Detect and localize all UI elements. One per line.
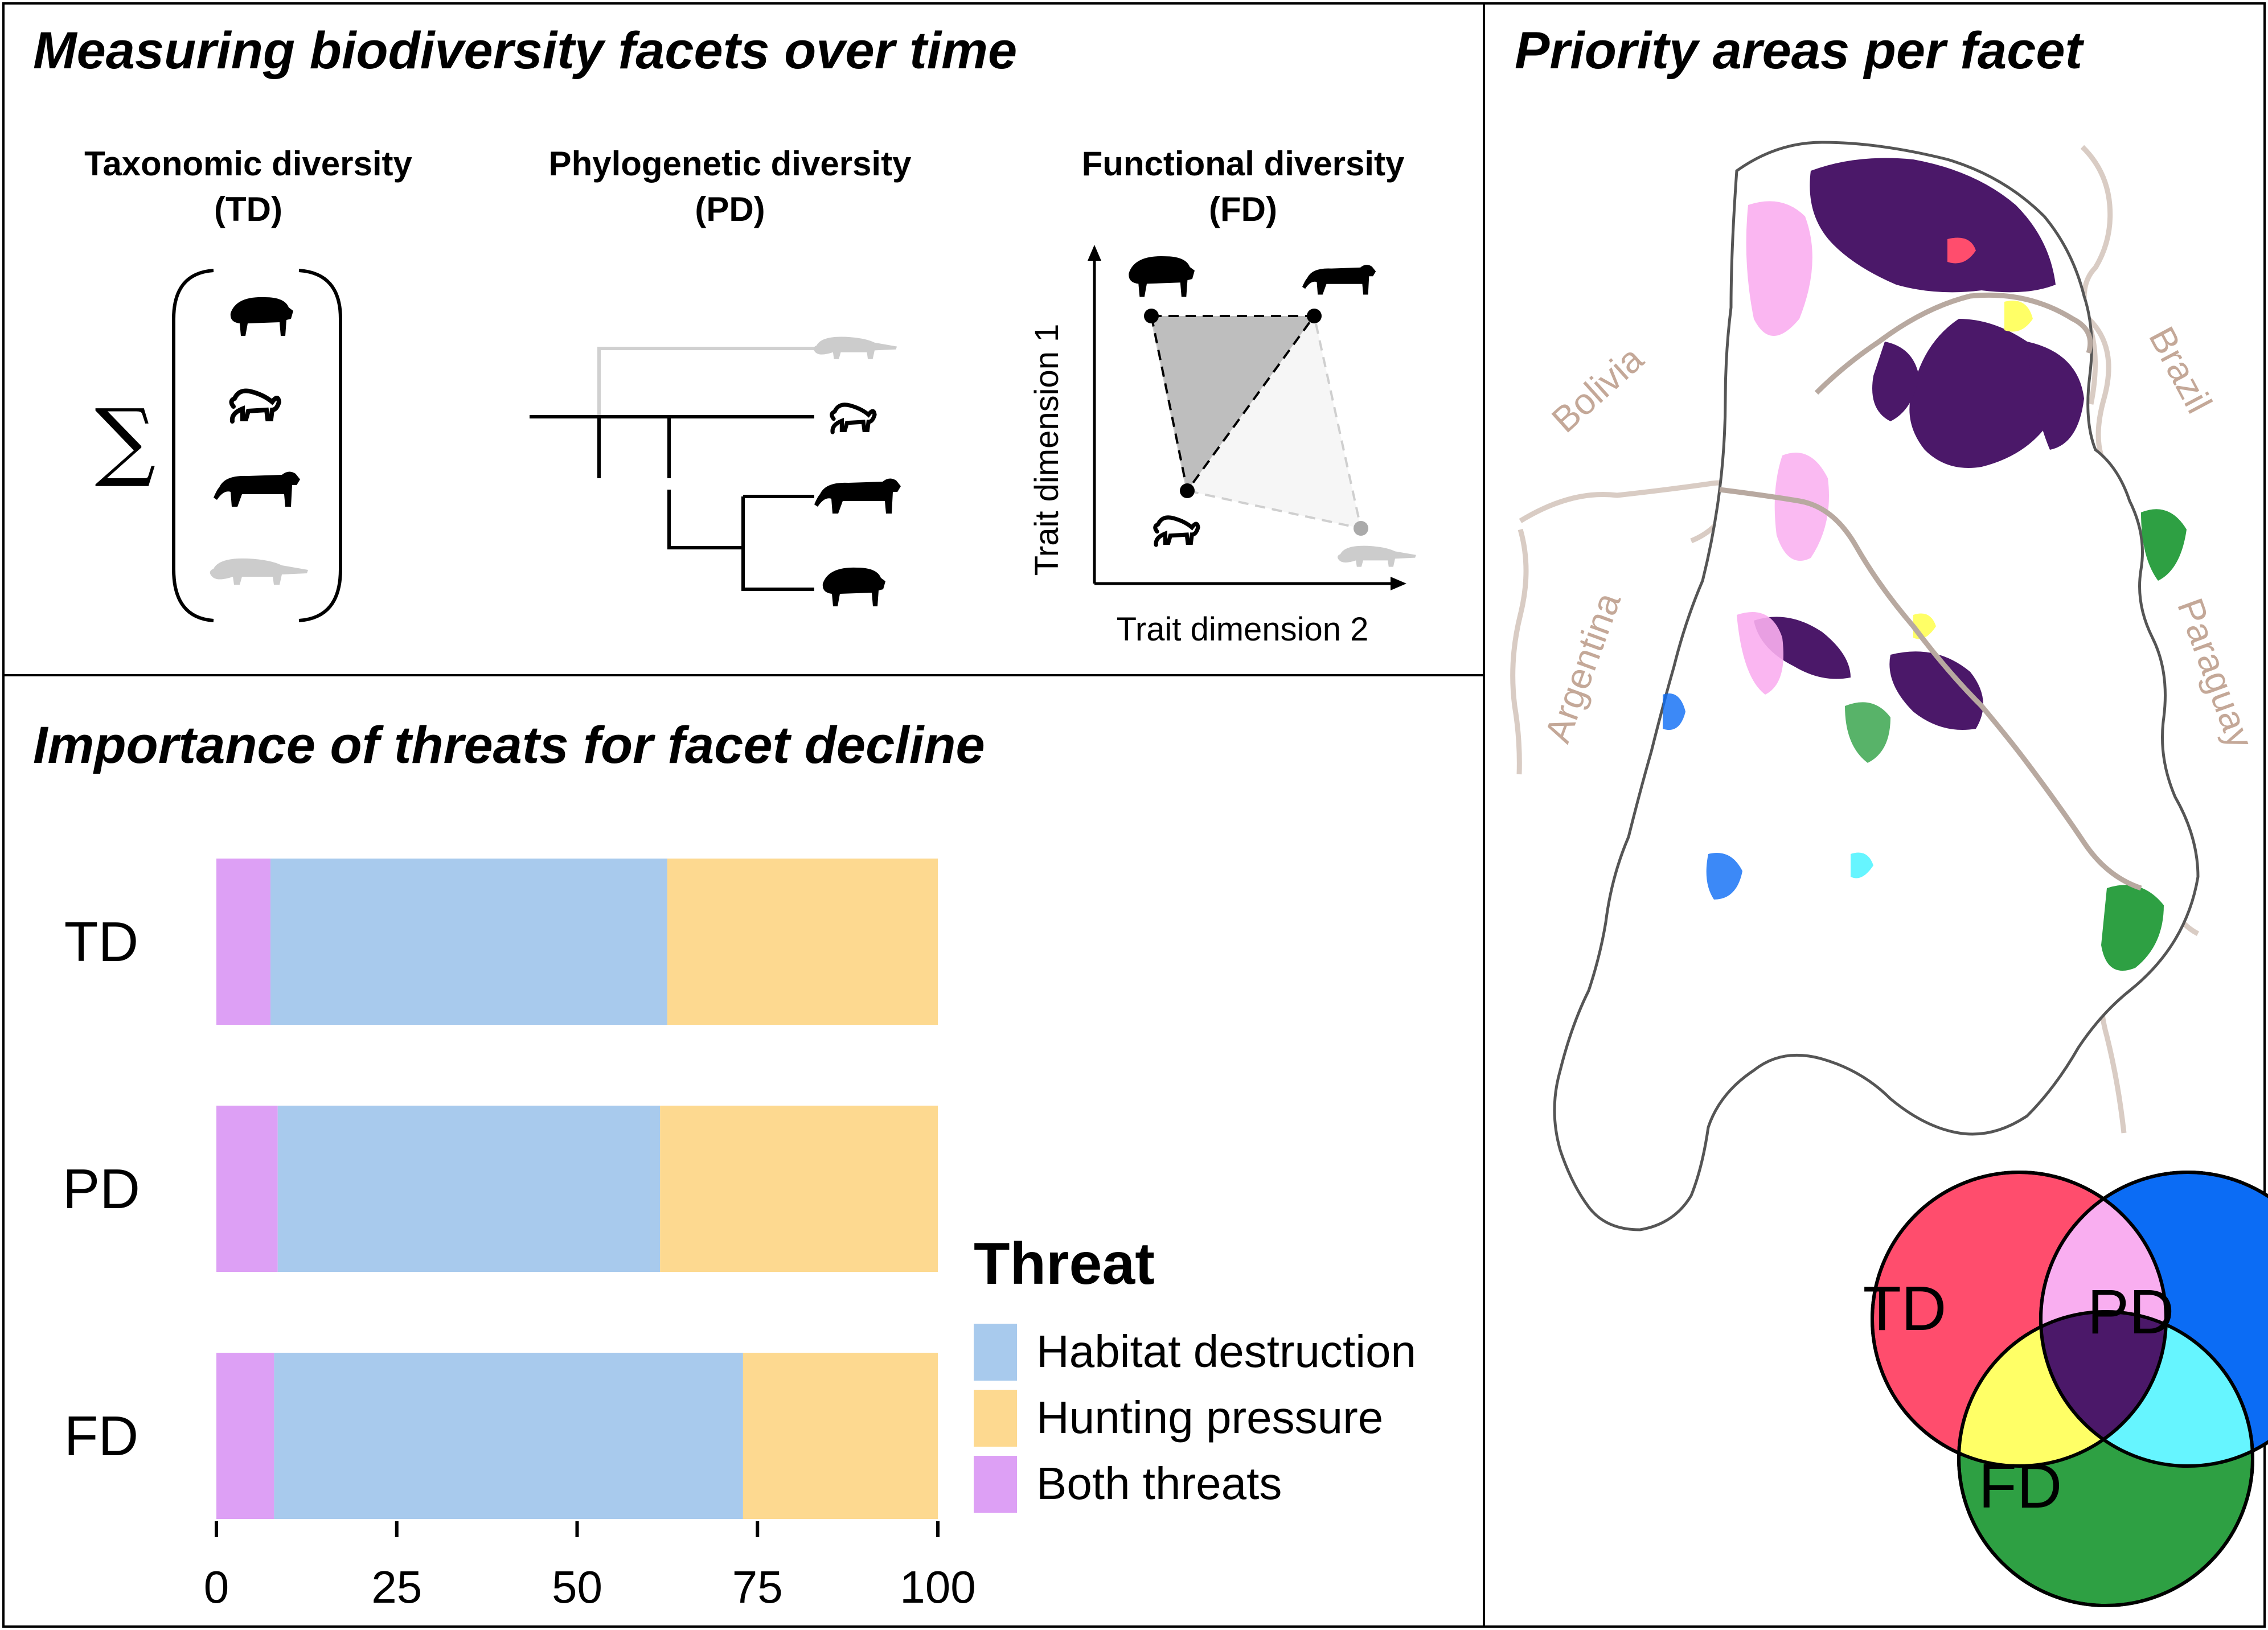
x-tick-label-25: 25 <box>371 1562 422 1612</box>
country-label-bolivia: Bolivia <box>1544 338 1651 441</box>
monkey-icon <box>229 388 282 424</box>
legend-title: Threat <box>974 1231 1155 1297</box>
country-label-paraguay: Paraguay <box>2169 593 2261 753</box>
anteater-icon <box>210 558 308 585</box>
legend-swatch-hunting-pressure <box>974 1390 1017 1447</box>
fd-x-axis-label: Trait dimension 2 <box>1117 611 1369 648</box>
fd-anteater-icon <box>1338 545 1416 567</box>
category-label-fd: FD <box>64 1405 139 1467</box>
chart-legend: Threat Habitat destruction Hunting pressu… <box>974 1231 1416 1513</box>
threats-panel-title: Importance of threats for facet decline <box>33 716 985 774</box>
pd-monkey-tip-icon <box>830 403 877 434</box>
category-label-pd: PD <box>63 1157 140 1220</box>
fd-point-jaguar <box>1307 309 1322 323</box>
fd-abbrev: (FD) <box>1209 190 1277 228</box>
td-abbrev: (TD) <box>214 190 282 228</box>
legend-swatch-both-threats <box>974 1456 1017 1513</box>
study-region-outline <box>1553 141 2200 1231</box>
right-parenthesis <box>298 269 342 622</box>
country-label-argentina: Argentina <box>1537 587 1629 748</box>
fd-monkey-icon <box>1153 515 1200 547</box>
pd-jaguar-tip-icon <box>814 478 901 514</box>
left-parenthesis <box>172 269 214 622</box>
bar-fd-habitat-destruction <box>274 1353 743 1519</box>
x-tick-label-50: 50 <box>552 1562 602 1612</box>
functional-diversity-facet: Functional diversity (FD) Trait dimensio… <box>1028 145 1416 648</box>
taxonomic-diversity-facet: Taxonomic diversity (TD) ∑ <box>84 145 412 622</box>
fd-heading: Functional diversity <box>1082 145 1405 183</box>
sum-symbol: ∑ <box>95 391 155 490</box>
fd-tapir-icon <box>1129 256 1195 297</box>
bar-td-habitat-destruction <box>270 859 667 1025</box>
bar-fd-both-threats <box>216 1353 274 1519</box>
phylogenetic-diversity-facet: Phylogenetic diversity (PD) <box>530 145 912 418</box>
threat-bar-chart: TD PD FD 0 25 50 75 100 Threat Habitat destruc… <box>63 859 1416 1612</box>
legend-label-habitat-destruction: Habitat destruction <box>1036 1326 1416 1377</box>
legend-swatch-habitat-destruction <box>974 1324 1017 1381</box>
x-tick-label-75: 75 <box>732 1562 783 1612</box>
legend-label-both-threats: Both threats <box>1036 1458 1282 1509</box>
x-tick-label-100: 100 <box>900 1562 975 1612</box>
pd-tapir-tip-icon <box>822 567 885 606</box>
fd-y-axis-label: Trait dimension 1 <box>1028 324 1065 576</box>
venn-diagram: TD PD FD <box>1863 1171 2268 1607</box>
country-label-brazil: Brazil <box>2141 320 2220 420</box>
phylogenetic-tree-branches <box>530 347 814 591</box>
bar-pd-hunting-pressure <box>660 1106 938 1272</box>
pd-abbrev: (PD) <box>695 190 765 228</box>
bar-td-both-threats <box>216 859 271 1025</box>
pd-anteater-tip-icon <box>813 336 897 359</box>
inner-borders <box>1719 292 2142 891</box>
fd-jaguar-icon <box>1302 265 1376 295</box>
priority-map: Bolivia Brazil Argentina Paraguay TD PD … <box>1510 141 2268 1607</box>
category-label-td: TD <box>64 910 139 973</box>
td-heading: Taxonomic diversity <box>84 145 412 183</box>
x-tick-label-0: 0 <box>204 1562 229 1612</box>
venn-td-label: TD <box>1863 1274 1947 1344</box>
fd-point-tapir <box>1144 309 1159 323</box>
venn-pd-label: PD <box>2087 1277 2175 1347</box>
pd-heading: Phylogenetic diversity <box>549 145 912 183</box>
bar-pd-both-threats <box>216 1106 278 1272</box>
bar-pd-habitat-destruction <box>277 1106 661 1272</box>
map-panel-title: Priority areas per facet <box>1515 22 2085 80</box>
jaguar-icon <box>214 471 300 507</box>
legend-label-hunting-pressure: Hunting pressure <box>1036 1392 1383 1443</box>
fd-point-monkey <box>1180 483 1195 498</box>
tapir-icon <box>230 297 293 336</box>
bar-td-hunting-pressure <box>667 859 938 1025</box>
facets-panel-title: Measuring biodiversity facets over time <box>33 22 1017 80</box>
venn-fd-label: FD <box>1979 1451 2062 1521</box>
fd-point-anteater <box>1354 521 1368 536</box>
fd-hull-reduced <box>1150 315 1316 494</box>
priority-areas <box>1663 158 2187 971</box>
bar-fd-hunting-pressure <box>743 1353 938 1519</box>
